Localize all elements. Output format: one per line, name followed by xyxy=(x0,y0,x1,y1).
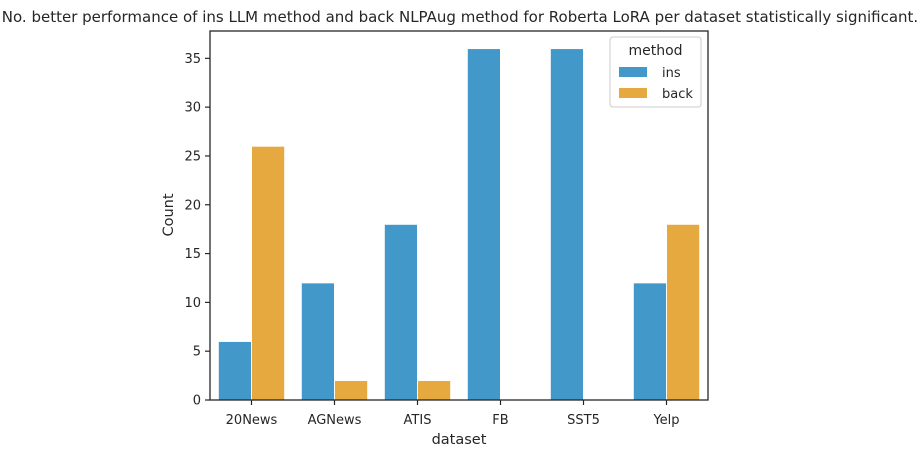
legend: method ins back xyxy=(609,36,702,108)
bar-ins-fb xyxy=(466,48,501,401)
legend-title: method xyxy=(628,43,682,59)
x-tick-label: SST5 xyxy=(567,413,600,428)
x-tick-label: 20News xyxy=(226,413,278,428)
bar-ins-sst5 xyxy=(549,48,584,401)
bar-ins-20news xyxy=(217,340,253,401)
y-tick-label: 15 xyxy=(184,247,201,262)
x-tick-label: AGNews xyxy=(308,413,362,428)
y-tick-label: 35 xyxy=(184,52,201,67)
legend-label-back: back xyxy=(662,87,693,102)
y-tick-label: 30 xyxy=(184,101,201,116)
y-axis-label: Count xyxy=(161,193,177,236)
x-tick-label: FB xyxy=(492,413,508,428)
y-tick-label: 25 xyxy=(184,149,201,164)
bar-ins-yelp xyxy=(632,282,667,401)
bar-back-atis xyxy=(417,379,452,401)
x-tick-label: ATIS xyxy=(404,413,432,428)
bar-ins-agnews xyxy=(300,282,335,401)
x-axis: 20News AGNews ATIS FB SST5 Yelp xyxy=(226,400,680,428)
bars-group xyxy=(217,48,701,401)
y-tick-label: 0 xyxy=(193,394,201,409)
y-axis: 0 5 10 15 20 25 30 35 xyxy=(184,52,210,409)
bar-back-agnews xyxy=(334,379,369,401)
chart-title: No. better performance of ins LLM method… xyxy=(2,8,918,26)
x-tick-label: Yelp xyxy=(652,413,679,428)
legend-label-ins: ins xyxy=(662,66,681,81)
y-tick-label: 10 xyxy=(184,296,201,311)
bar-ins-atis xyxy=(383,223,418,401)
bar-back-yelp xyxy=(666,223,701,401)
legend-swatch-back xyxy=(619,88,647,98)
bar-back-20news xyxy=(251,145,286,401)
plot-frame xyxy=(209,30,709,401)
legend-swatch-ins xyxy=(619,67,647,77)
x-axis-label: dataset xyxy=(432,432,487,448)
y-tick-label: 20 xyxy=(184,198,201,213)
y-tick-label: 5 xyxy=(193,345,201,360)
